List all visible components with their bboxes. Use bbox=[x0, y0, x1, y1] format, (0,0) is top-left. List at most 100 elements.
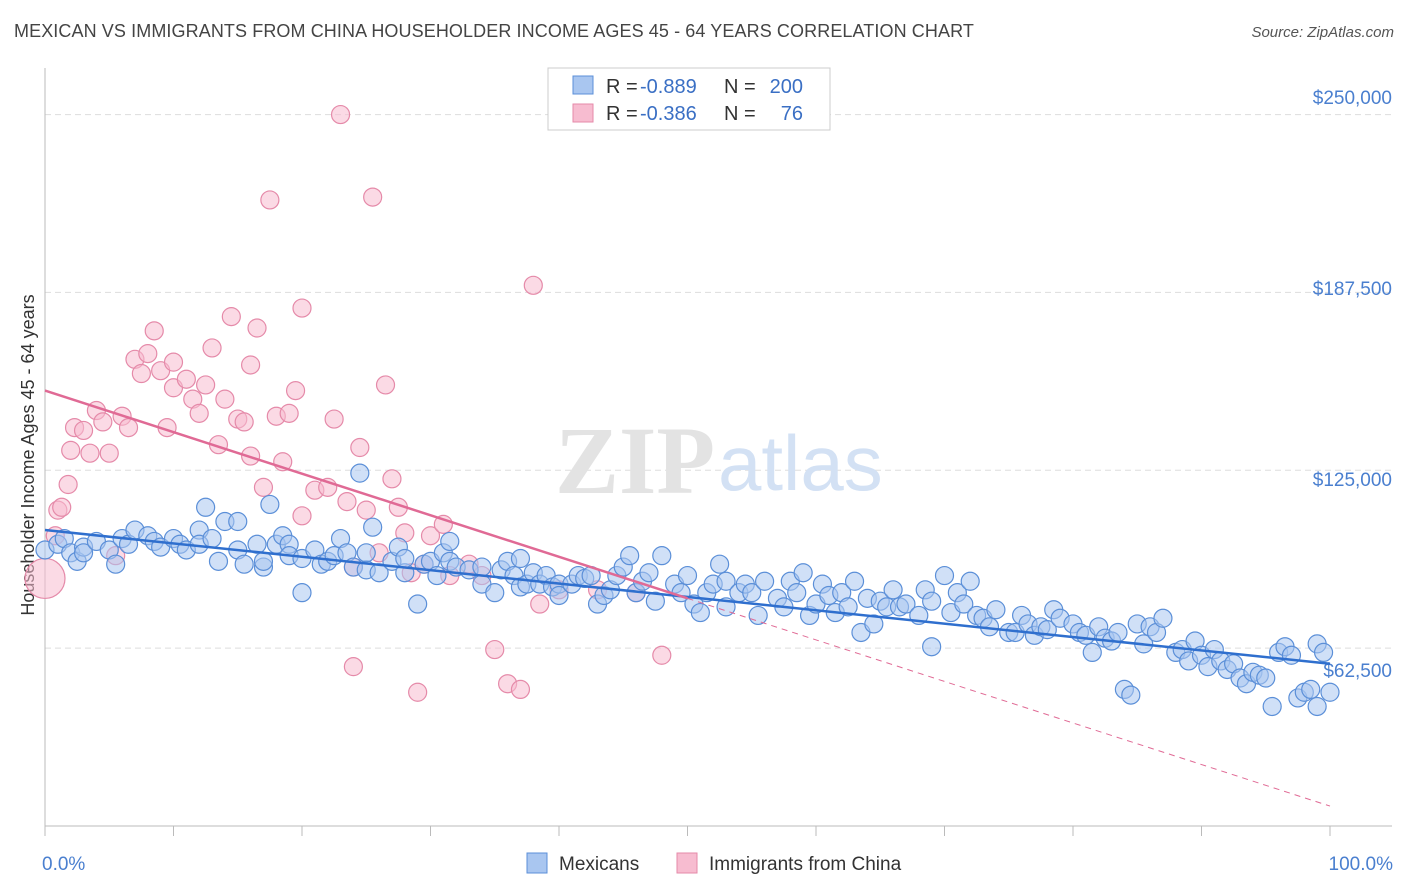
point-china-66 bbox=[485, 639, 505, 660]
point-mexicans-6 bbox=[73, 543, 94, 563]
point-china-47 bbox=[330, 104, 351, 125]
point-china-7 bbox=[73, 420, 94, 441]
point-mexicans-53 bbox=[395, 548, 415, 569]
y-tick-labels: $250,000 $187,500 $125,000 $62,500 bbox=[1313, 88, 1392, 682]
point-mexicans-97 bbox=[690, 602, 710, 623]
legend-r-label-2: R = bbox=[606, 103, 638, 125]
point-china-23 bbox=[176, 369, 196, 389]
point-china-35 bbox=[247, 318, 267, 338]
point-china-46 bbox=[324, 409, 344, 429]
point-china-14 bbox=[118, 418, 139, 438]
point-china-37 bbox=[260, 190, 280, 210]
point-mexicans-90 bbox=[639, 563, 659, 583]
point-mexicans-37 bbox=[292, 583, 312, 603]
point-mexicans-25 bbox=[228, 511, 248, 532]
point-mexicans-31 bbox=[260, 494, 280, 515]
point-mexicans-27 bbox=[234, 554, 254, 574]
point-mexicans-77 bbox=[549, 585, 569, 606]
point-mexicans-136 bbox=[954, 594, 974, 614]
bottom-legend-swatch-mexicans bbox=[526, 852, 548, 874]
point-china-43 bbox=[292, 298, 312, 318]
x-axis-ticks bbox=[44, 826, 1331, 836]
legend-n-value-2: 76 bbox=[781, 103, 803, 125]
point-china-3 bbox=[52, 497, 72, 517]
point-mexicans-191 bbox=[1320, 682, 1340, 702]
point-mexicans-180 bbox=[1256, 668, 1276, 688]
point-china-75 bbox=[343, 657, 363, 677]
point-china-27 bbox=[202, 338, 222, 358]
point-china-18 bbox=[144, 321, 164, 341]
chart-title: MEXICAN VS IMMIGRANTS FROM CHINA HOUSEHO… bbox=[14, 21, 974, 41]
point-mexicans-128 bbox=[896, 594, 916, 614]
point-mexicans-100 bbox=[710, 554, 730, 574]
point-china-16 bbox=[131, 363, 151, 384]
point-china-29 bbox=[215, 389, 235, 409]
point-mexicans-54 bbox=[408, 594, 428, 614]
point-china-48 bbox=[337, 491, 357, 512]
point-mexicans-165 bbox=[1153, 608, 1173, 628]
y-tick-label-187500: $187,500 bbox=[1313, 279, 1392, 300]
point-china-10 bbox=[93, 412, 113, 432]
bottom-legend-label-china: Immigrants from China bbox=[709, 854, 902, 875]
point-mexicans-59 bbox=[440, 531, 460, 552]
point-china-22 bbox=[163, 352, 184, 372]
point-mexicans-112 bbox=[793, 563, 813, 583]
y-axis-label: Householder Income Ages 45 - 64 years bbox=[18, 294, 38, 615]
point-china-30 bbox=[221, 307, 241, 327]
point-china-68 bbox=[510, 679, 531, 700]
legend-n-value-1: 200 bbox=[770, 76, 803, 98]
y-tick-label-125000: $125,000 bbox=[1313, 470, 1392, 491]
point-mexicans-137 bbox=[960, 571, 980, 591]
point-mexicans-65 bbox=[485, 583, 505, 603]
legend-swatch-china bbox=[572, 103, 594, 123]
trendline-china-extended bbox=[687, 597, 1331, 807]
legend-r-value-1: -0.889 bbox=[640, 76, 697, 98]
point-mexicans-30 bbox=[253, 551, 274, 571]
point-china-55 bbox=[382, 469, 402, 489]
watermark-atlas: atlas bbox=[718, 419, 883, 507]
point-china-61 bbox=[420, 526, 441, 546]
point-mexicans-48 bbox=[363, 517, 383, 537]
point-china-32 bbox=[234, 412, 254, 432]
bottom-legend-label-mexicans: Mexicans bbox=[559, 854, 639, 875]
point-mexicans-111 bbox=[787, 583, 807, 603]
series-immigrants-from-china bbox=[24, 104, 672, 702]
point-mexicans-64 bbox=[472, 557, 492, 577]
point-mexicans-190 bbox=[1313, 642, 1334, 663]
point-china-8 bbox=[80, 443, 100, 463]
point-mexicans-123 bbox=[864, 614, 884, 634]
trendline-mexicans bbox=[44, 528, 1331, 666]
legend-r-value-2: -0.386 bbox=[640, 103, 697, 125]
point-china-4 bbox=[58, 474, 78, 495]
point-china-25 bbox=[189, 403, 209, 423]
trend-lines bbox=[44, 389, 1331, 807]
point-mexicans-91 bbox=[645, 591, 665, 611]
legend-r-label-1: R = bbox=[606, 76, 638, 98]
point-china-52 bbox=[363, 187, 383, 207]
source-label: Source: ZipAtlas.com bbox=[1251, 24, 1394, 41]
x-tick-label-max: 100.0% bbox=[1329, 854, 1394, 875]
legend: R = -0.889 N = 200 R = -0.386 N = 76 bbox=[547, 67, 831, 131]
point-mexicans-47 bbox=[356, 543, 376, 563]
point-mexicans-187 bbox=[1301, 679, 1321, 700]
point-mexicans-70 bbox=[510, 548, 531, 569]
y-tick-label-250000: $250,000 bbox=[1313, 88, 1392, 109]
series-mexicans bbox=[35, 463, 1340, 717]
point-china-5 bbox=[61, 440, 81, 460]
point-mexicans-87 bbox=[620, 546, 640, 566]
point-china-69 bbox=[523, 275, 543, 295]
point-mexicans-132 bbox=[922, 637, 942, 657]
point-mexicans-158 bbox=[1108, 622, 1128, 643]
point-mexicans-21 bbox=[196, 497, 216, 517]
point-mexicans-106 bbox=[748, 605, 768, 626]
point-mexicans-126 bbox=[883, 580, 903, 600]
legend-n-label-1: N = bbox=[724, 76, 756, 98]
point-mexicans-92 bbox=[652, 546, 672, 566]
point-mexicans-105 bbox=[742, 583, 762, 603]
point-china-41 bbox=[285, 381, 306, 401]
point-mexicans-131 bbox=[922, 591, 942, 611]
bottom-legend: Mexicans Immigrants from China bbox=[526, 852, 902, 875]
point-china-36 bbox=[253, 477, 274, 497]
point-china-11 bbox=[99, 443, 119, 463]
